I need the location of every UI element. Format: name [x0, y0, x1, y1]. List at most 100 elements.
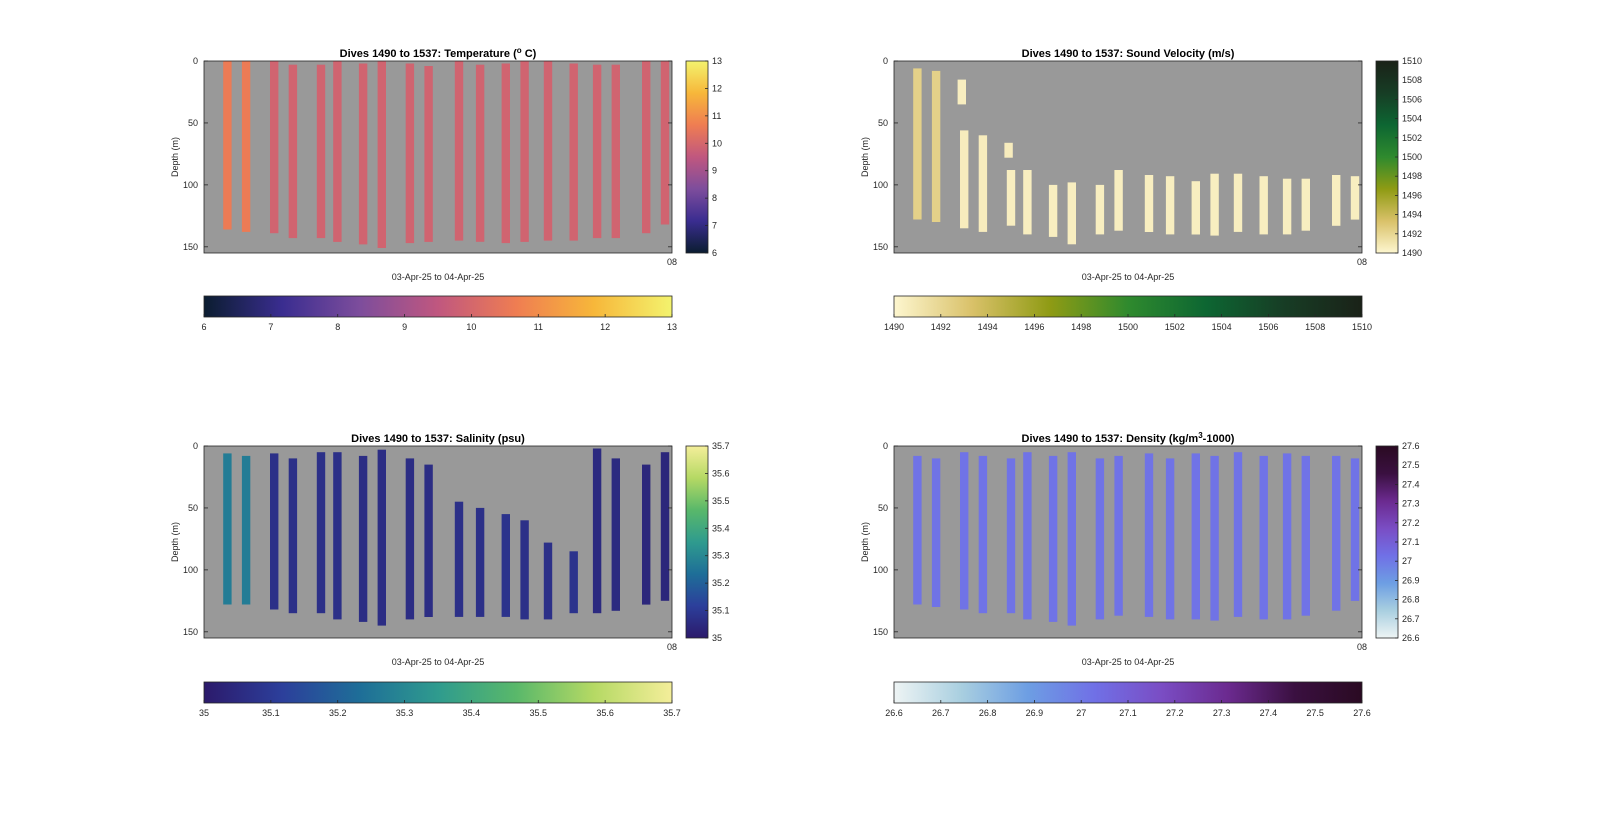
profile-bar-0: [223, 453, 232, 605]
colorbar-tick-label: 35.1: [712, 606, 730, 616]
colorbar-tick-label: 35.3: [396, 708, 414, 718]
y-axis-label: Depth (m): [860, 522, 870, 562]
y-tick-label: 50: [878, 503, 888, 513]
colorbar-tick-label: 1496: [1402, 190, 1422, 200]
colorbar-tick-label: 1510: [1352, 322, 1372, 332]
colorbar-tick-label: 26.6: [885, 708, 903, 718]
y-tick-label: 100: [873, 180, 888, 190]
colorbar-tick-label: 35.5: [530, 708, 548, 718]
profile-bar-10: [1144, 453, 1154, 617]
profile-bar-16: [592, 64, 602, 239]
colorbar-tick-label: 27.6: [1353, 708, 1371, 718]
profile-bar-8: [1095, 458, 1105, 620]
colorbar-tick-label: 27.5: [1306, 708, 1324, 718]
profile-bar-4: [1006, 458, 1016, 614]
y-tick-label: 150: [873, 242, 888, 252]
profile-bar-15: [1210, 173, 1219, 236]
colorbar-tick-label: 9: [712, 166, 717, 176]
chart-title-superscript: 3: [1198, 431, 1203, 440]
colorbar-tick-label: 1492: [931, 322, 951, 332]
colorbar-tick-label: 7: [712, 221, 717, 231]
colorbar-horizontal: [894, 682, 1362, 703]
profile-bar-1: [931, 70, 941, 223]
profile-bar-15: [569, 63, 578, 241]
colorbar-tick-label: 6: [712, 248, 717, 258]
chart-panel-1: Dives 1490 to 1537: Sound Velocity (m/s)…: [860, 48, 1422, 332]
colorbar-horizontal: [204, 682, 672, 703]
colorbar-tick-label: 27.4: [1260, 708, 1278, 718]
colorbar-tick-label: 8: [712, 193, 717, 203]
colorbar-tick-label: 35.6: [712, 468, 730, 478]
axes-frame: [893, 60, 1363, 254]
profile-bar-12: [501, 63, 510, 244]
colorbar-tick-label: 1506: [1402, 94, 1422, 104]
profile-bar-18: [642, 61, 651, 234]
profile-bar-18: [642, 464, 651, 605]
axes-frame: [203, 60, 673, 254]
colorbar-tick-label: 35.7: [712, 441, 730, 451]
colorbar-horizontal-frame: [203, 295, 673, 318]
profile-bar-7: [377, 449, 386, 626]
colorbar-tick-label: 35.6: [596, 708, 614, 718]
colorbar-tick-label: 26.7: [1402, 614, 1420, 624]
colorbar-vertical: [1376, 446, 1398, 638]
profile-bar-4: [316, 452, 326, 614]
colorbar-tick-label: 27.6: [1402, 441, 1420, 451]
profile-bar-8: [405, 63, 415, 244]
colorbar-tick-label: 1508: [1402, 75, 1422, 85]
profile-bar-0: [913, 68, 922, 220]
chart-title-superscript: o: [517, 46, 522, 55]
profile-bar-0: [223, 61, 232, 230]
profile-bar-3: [960, 130, 969, 229]
colorbar-tick-label: 7: [268, 322, 273, 332]
x-tick-label: 08: [1357, 257, 1367, 267]
colorbar-tick-label: 6: [201, 322, 206, 332]
colorbar-tick-label: 26.8: [979, 708, 997, 718]
colorbar-tick-label: 27.2: [1402, 518, 1420, 528]
y-tick-label: 0: [193, 441, 198, 451]
profile-bar-19: [1350, 458, 1360, 601]
colorbar-tick-label: 35.4: [712, 523, 730, 533]
profile-bar-3: [288, 458, 298, 614]
profile-bar-14: [1233, 452, 1243, 617]
profile-bar-6: [358, 455, 368, 622]
colorbar-tick-label: 26.6: [1402, 633, 1420, 643]
profile-bar-20: [1332, 175, 1341, 226]
profile-bar-2: [960, 452, 969, 610]
axes-frame: [203, 445, 673, 639]
profile-bar-12: [1144, 175, 1154, 232]
profile-bar-17: [611, 64, 620, 239]
profile-bar-3: [288, 64, 298, 239]
colorbar-tick-label: 13: [667, 322, 677, 332]
colorbar-tick-label: 1506: [1258, 322, 1278, 332]
profile-bar-9: [1114, 455, 1123, 616]
profile-bar-16: [1233, 173, 1243, 232]
colorbar-horizontal-frame: [203, 681, 673, 704]
profile-bar-17: [611, 458, 620, 611]
profile-bar-7: [1023, 170, 1032, 235]
colorbar-tick-label: 12: [600, 322, 610, 332]
colorbar-tick-label: 1500: [1118, 322, 1138, 332]
profile-bar-18: [1332, 455, 1341, 611]
profile-bar-17: [1259, 176, 1268, 235]
profile-bar-6: [1006, 170, 1016, 226]
colorbar-tick-label: 35: [712, 633, 722, 643]
chart-title-main: Dives 1490 to 1537: Salinity (psu): [351, 433, 525, 445]
y-tick-label: 150: [873, 627, 888, 637]
y-tick-label: 150: [183, 627, 198, 637]
y-tick-label: 0: [883, 441, 888, 451]
profile-bar-14: [1191, 181, 1200, 235]
colorbar-tick-label: 9: [402, 322, 407, 332]
profile-bar-21: [1350, 176, 1360, 220]
profile-bar-14: [543, 61, 553, 241]
colorbar-horizontal: [204, 296, 672, 317]
profile-bar-9: [1067, 182, 1076, 245]
profile-bar-10: [1095, 184, 1105, 235]
profile-bar-5: [1004, 142, 1013, 158]
colorbar-tick-label: 1500: [1402, 152, 1422, 162]
chart-title-end: C): [522, 48, 537, 60]
profile-bar-3: [978, 455, 988, 614]
colorbar-tick-label: 1502: [1165, 322, 1185, 332]
profile-bar-13: [1165, 176, 1175, 235]
